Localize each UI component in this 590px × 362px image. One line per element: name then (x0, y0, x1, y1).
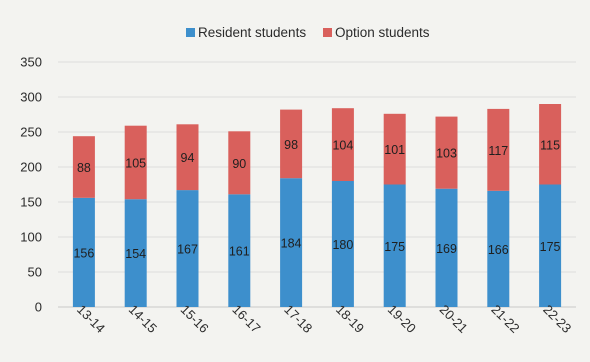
bar-resident-students (124, 199, 147, 307)
data-label: 167 (177, 243, 198, 257)
bar-option-students (383, 113, 406, 185)
bar-option-students (176, 124, 199, 191)
y-tick-label: 100 (20, 230, 42, 245)
bar-option-students (228, 131, 251, 195)
bar-option-students (280, 109, 303, 179)
y-tick-label: 250 (20, 125, 42, 140)
data-label: 90 (232, 157, 246, 171)
y-axis: 0 50 100 150 200 250 300 350 (20, 55, 42, 315)
data-label: 105 (125, 156, 146, 170)
legend-label: Resident students (198, 25, 306, 40)
bar-resident-students (435, 188, 458, 307)
data-label: 154 (125, 247, 146, 261)
bar-resident-students (176, 190, 199, 307)
y-tick-label: 50 (28, 265, 42, 280)
data-labels: 156 88 154 105 167 94 161 90 184 98 180 104 175 101 16… (73, 138, 560, 261)
data-label: 175 (540, 240, 561, 254)
data-label: 184 (281, 237, 302, 251)
data-label: 175 (384, 240, 405, 254)
y-tick-label: 350 (20, 55, 42, 70)
data-label: 156 (73, 246, 94, 260)
data-label: 98 (284, 138, 298, 152)
data-label: 103 (436, 147, 457, 161)
data-label: 94 (181, 151, 195, 165)
data-label: 117 (488, 144, 508, 158)
bar-option-students (72, 136, 95, 198)
bar-resident-students (539, 184, 562, 307)
bar-resident-students (72, 197, 95, 307)
legend-swatch (323, 28, 332, 37)
y-tick-label: 0 (35, 300, 42, 315)
data-label: 115 (540, 138, 560, 152)
y-tick-label: 200 (20, 160, 42, 175)
bar-option-students (487, 108, 510, 191)
data-label: 104 (332, 139, 353, 153)
legend-item-option-students: Option students (323, 25, 430, 40)
data-label: 88 (77, 161, 91, 175)
bar-resident-students (383, 184, 406, 307)
data-label: 166 (488, 243, 509, 257)
data-label: 161 (229, 245, 250, 259)
bar-resident-students (280, 178, 303, 307)
legend: Resident students Option students (186, 25, 430, 40)
legend-label: Option students (335, 25, 430, 40)
data-label: 101 (384, 143, 405, 157)
bar-option-students (539, 104, 562, 185)
bar-resident-students (331, 181, 354, 307)
bar-option-students (435, 116, 458, 189)
legend-item-resident-students: Resident students (186, 25, 306, 40)
data-label: 169 (436, 242, 457, 256)
bar-option-students (331, 108, 354, 181)
bars (72, 104, 562, 307)
bar-resident-students (487, 190, 510, 307)
bar-option-students (124, 125, 147, 200)
data-label: 180 (332, 238, 353, 252)
y-tick-label: 150 (20, 195, 42, 210)
y-tick-label: 300 (20, 90, 42, 105)
bar-resident-students (228, 194, 251, 307)
legend-swatch (186, 28, 195, 37)
